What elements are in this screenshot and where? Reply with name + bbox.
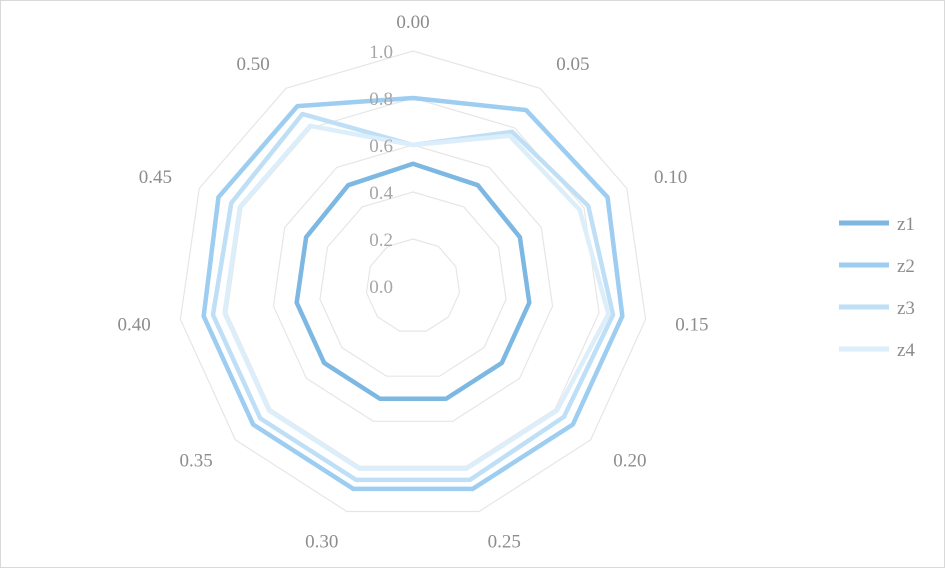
legend: z1 z2 z3 z4 <box>839 214 915 361</box>
radial-tick-label: 0.2 <box>369 230 393 251</box>
radar-series <box>201 95 625 492</box>
category-label: 0.15 <box>675 315 708 336</box>
series-line-z4 <box>222 123 611 471</box>
radial-tick-label: 0.0 <box>369 277 393 298</box>
radar-grid <box>179 50 647 513</box>
series-line-z2 <box>201 95 625 492</box>
radial-tick-label: 0.8 <box>369 89 393 110</box>
grid-ring <box>319 191 507 377</box>
grid-ring <box>272 144 554 422</box>
category-label: 0.50 <box>236 54 269 75</box>
category-label: 0.45 <box>139 167 172 188</box>
legend-label-z3: z3 <box>897 298 915 319</box>
category-label: 0.10 <box>654 167 687 188</box>
category-label: 0.30 <box>305 531 338 552</box>
category-labels: 0.00 0.05 0.10 0.15 0.20 0.25 0.30 0.35 0.40 0.45… <box>117 12 708 552</box>
category-label: 0.00 <box>396 12 429 33</box>
grid-ring <box>226 97 600 467</box>
legend-label-z4: z4 <box>897 340 915 361</box>
legend-label-z2: z2 <box>897 256 915 277</box>
radial-tick-label: 1.0 <box>369 42 393 63</box>
category-label: 0.25 <box>488 531 521 552</box>
category-label: 0.35 <box>179 451 212 472</box>
grid-ring <box>179 50 647 513</box>
series-line-z3 <box>210 111 616 483</box>
radial-tick-label: 0.4 <box>369 183 393 204</box>
grid-ring <box>365 238 461 332</box>
category-label: 0.40 <box>117 315 150 336</box>
category-label: 0.05 <box>556 54 589 75</box>
radial-tick-label: 0.6 <box>369 136 393 157</box>
category-label: 0.20 <box>613 451 646 472</box>
radial-tick-labels: 0.0 0.2 0.4 0.6 0.8 1.0 <box>369 42 393 298</box>
legend-label-z1: z1 <box>897 214 915 235</box>
series-line-z1 <box>294 161 532 401</box>
